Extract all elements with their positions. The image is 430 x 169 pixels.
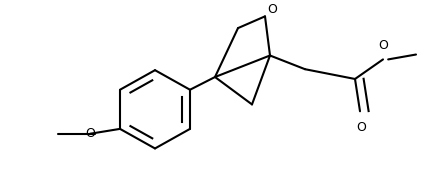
Text: O: O bbox=[85, 127, 95, 140]
Text: O: O bbox=[355, 121, 365, 134]
Text: O: O bbox=[267, 3, 276, 16]
Text: O: O bbox=[377, 39, 387, 52]
